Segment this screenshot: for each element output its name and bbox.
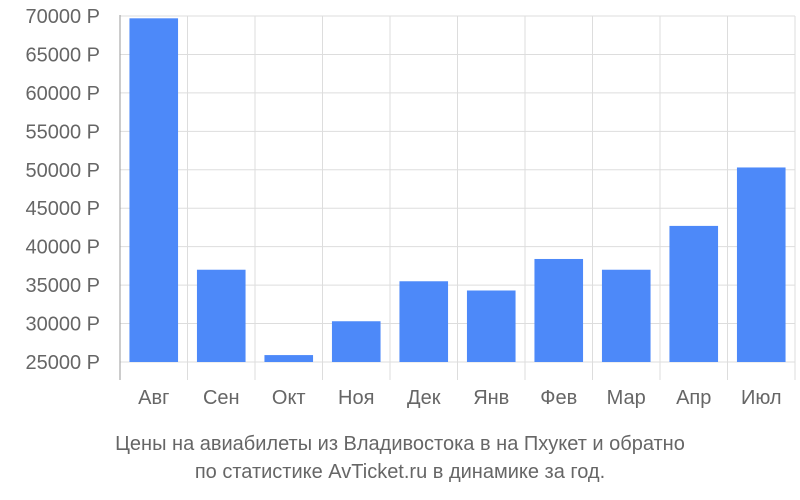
x-tick-label: Янв xyxy=(473,387,509,409)
x-tick-label: Дек xyxy=(407,387,441,409)
bar-8 xyxy=(601,269,651,362)
y-tick-label: 55000 Р xyxy=(25,121,100,143)
y-tick-label: 45000 Р xyxy=(25,198,100,220)
bar-9 xyxy=(669,225,719,362)
bar-6 xyxy=(466,290,516,362)
y-tick-label: 30000 Р xyxy=(25,314,100,336)
bar-5 xyxy=(399,281,449,362)
bar-4 xyxy=(331,321,381,362)
bar-2 xyxy=(196,269,246,362)
x-tick-label: Ноя xyxy=(338,387,374,409)
vertical-gridlines xyxy=(187,16,796,380)
bar-10 xyxy=(736,167,786,362)
bars xyxy=(129,18,786,362)
y-tick-label: 50000 Р xyxy=(25,160,100,182)
x-tick-label: Мар xyxy=(607,387,646,409)
y-tick-labels: 25000 Р 30000 Р 35000 Р 40000 Р 45000 Р 50000… xyxy=(25,6,100,374)
y-tick-label: 35000 Р xyxy=(25,275,100,297)
y-tick-label: 70000 Р xyxy=(25,6,100,28)
x-tick-labels: Авг Сен Окт Ноя Дек Янв Фев Мар Апр Июл xyxy=(138,387,781,409)
caption-line-1: Цены на авиабилеты из Владивостока в на … xyxy=(115,433,685,455)
y-tick-label: 65000 Р xyxy=(25,44,100,66)
bar-1 xyxy=(129,18,179,362)
x-tick-label: Июл xyxy=(741,387,782,409)
y-tick-label: 40000 Р xyxy=(25,237,100,259)
price-bar-chart: 25000 Р 30000 Р 35000 Р 40000 Р 45000 Р 50000… xyxy=(25,6,796,409)
y-tick-label: 25000 Р xyxy=(25,352,100,374)
bar-7 xyxy=(534,258,584,362)
x-tick-label: Окт xyxy=(272,387,306,409)
x-tick-label: Сен xyxy=(203,387,240,409)
y-tick-label: 60000 Р xyxy=(25,83,100,105)
chart-caption: Цены на авиабилеты из Владивостока в на … xyxy=(0,430,800,486)
x-tick-label: Апр xyxy=(676,387,711,409)
x-tick-label: Авг xyxy=(138,387,169,409)
x-tick-label: Фев xyxy=(540,387,577,409)
bar-3 xyxy=(264,355,314,362)
caption-line-2: по статистике AvTicket.ru в динамике за … xyxy=(194,461,606,483)
